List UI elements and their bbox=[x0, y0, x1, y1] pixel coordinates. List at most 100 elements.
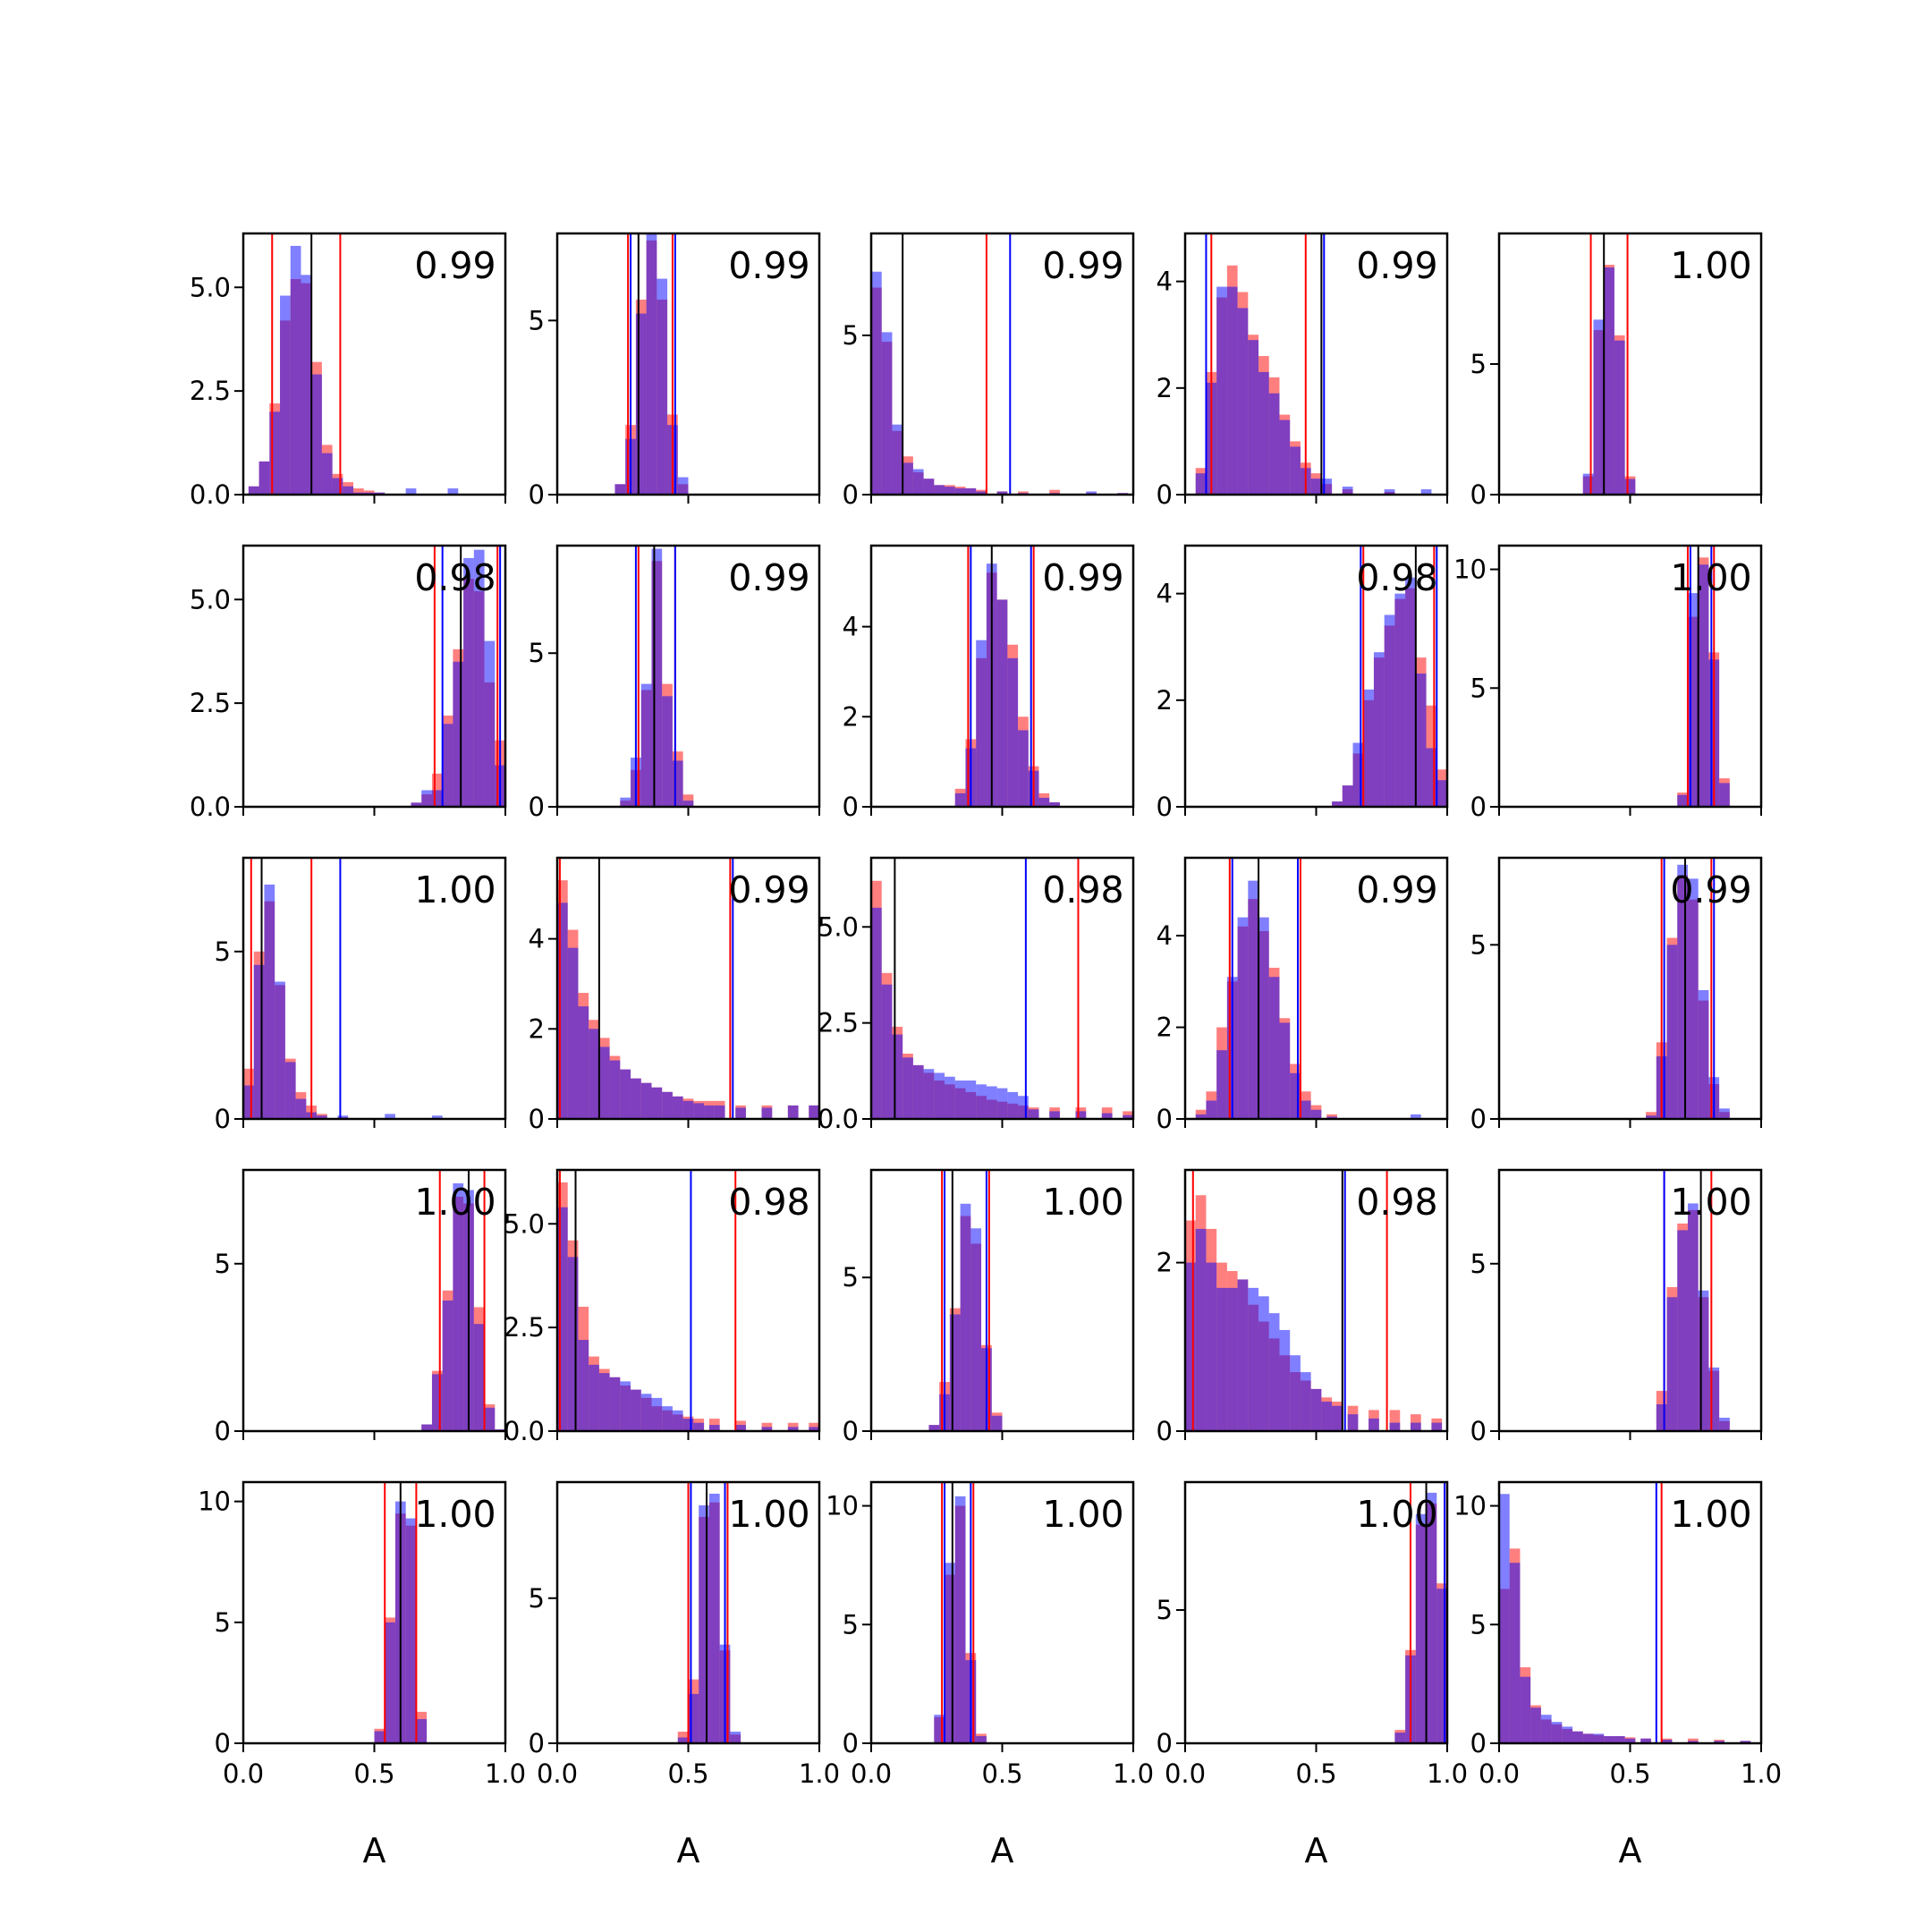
bar-blue-5 bbox=[295, 1098, 307, 1119]
correlation-label: 0.99 bbox=[1042, 556, 1123, 599]
bar-blue-5 bbox=[1248, 340, 1259, 495]
correlation-label: 0.99 bbox=[1356, 869, 1437, 911]
bar-blue-5 bbox=[1248, 880, 1259, 1119]
correlation-label: 0.99 bbox=[1356, 244, 1437, 287]
bar-blue-3 bbox=[1614, 340, 1625, 495]
bar-blue-1 bbox=[688, 1693, 699, 1743]
subplot-r4-c2: 0 5 10 0.0 0.5 1.0 1.00 bbox=[826, 1480, 1154, 1789]
bar-blue-11 bbox=[1310, 1109, 1322, 1119]
bar-red-18 bbox=[809, 1422, 819, 1431]
bar-blue-0 bbox=[871, 271, 882, 495]
bar-blue-13 bbox=[1640, 1738, 1651, 1743]
correlation-label: 0.99 bbox=[728, 869, 809, 911]
bars bbox=[620, 548, 694, 807]
bar-red-16 bbox=[761, 1422, 773, 1431]
bar-blue-5 bbox=[1237, 1279, 1249, 1431]
subplot-r3-c3: 020.98 bbox=[1157, 1168, 1449, 1446]
subplot-r3-c4: 051.00 bbox=[1470, 1168, 1763, 1446]
bar-blue-6 bbox=[620, 1381, 631, 1431]
bar-blue-6 bbox=[1258, 917, 1269, 1119]
x-tick-label: 1.0 bbox=[485, 1758, 526, 1789]
bar-blue-17 bbox=[1740, 1741, 1751, 1743]
subplot-r2-c3: 0 2 4 0.99 bbox=[1157, 856, 1449, 1134]
bar-blue-16 bbox=[735, 1107, 746, 1119]
bar-blue-0 bbox=[248, 486, 259, 495]
bar-blue-8 bbox=[332, 478, 343, 495]
y-tick-label: 0 bbox=[1470, 792, 1487, 822]
bar-blue-4 bbox=[996, 599, 1008, 807]
bar-blue-2 bbox=[1352, 742, 1364, 807]
correlation-label: 0.99 bbox=[728, 556, 809, 599]
bar-blue-2 bbox=[976, 640, 987, 807]
bar-blue-0 bbox=[1195, 1114, 1207, 1119]
bar-blue-9 bbox=[1593, 1733, 1605, 1743]
bar-blue-8 bbox=[337, 1115, 349, 1119]
bar-red-17 bbox=[1389, 1410, 1401, 1431]
bar-blue-6 bbox=[1394, 593, 1406, 807]
y-tick-label: 0.0 bbox=[190, 792, 231, 822]
y-tick-label: 10 bbox=[198, 1487, 231, 1517]
bar-blue-1 bbox=[1195, 1228, 1207, 1431]
bar-blue-2 bbox=[1415, 1513, 1427, 1743]
bar-blue-17 bbox=[787, 1427, 799, 1431]
bar-blue-1 bbox=[945, 1563, 955, 1743]
bar-blue-0 bbox=[243, 1085, 254, 1119]
bar-blue-3 bbox=[453, 1182, 464, 1431]
y-tick-label: 4 bbox=[843, 612, 859, 642]
bar-blue-8 bbox=[1279, 419, 1291, 495]
y-tick-label: 4 bbox=[529, 924, 545, 954]
bar-red-11 bbox=[363, 490, 375, 495]
bars bbox=[1332, 577, 1447, 807]
subplot-r3-c2: 051.00 bbox=[843, 1168, 1135, 1446]
y-tick-label: 0 bbox=[843, 1416, 859, 1446]
correlation-label: 0.99 bbox=[1042, 244, 1123, 287]
bar-blue-14 bbox=[447, 488, 459, 495]
bar-blue-19 bbox=[1431, 1422, 1443, 1431]
bar-blue-1 bbox=[1206, 1100, 1217, 1119]
subplot-r4-c3: 0 5 0.0 0.5 1.0 1.00 bbox=[1157, 1480, 1468, 1789]
bar-blue-10 bbox=[1290, 1355, 1301, 1431]
bar-blue-2 bbox=[1666, 945, 1678, 1119]
subplot-r0-c1: 050.99 bbox=[529, 232, 821, 510]
subplot-r1-c4: 0 5 10 1.00 bbox=[1453, 544, 1763, 822]
bars bbox=[1499, 1494, 1751, 1743]
bar-blue-5 bbox=[1551, 1722, 1563, 1743]
bar-blue-6 bbox=[991, 1415, 1003, 1431]
bar-blue-19 bbox=[1123, 1114, 1133, 1119]
subplot-r1-c1: 050.99 bbox=[529, 544, 821, 822]
bar-blue-1 bbox=[567, 1257, 579, 1431]
bars bbox=[614, 233, 689, 495]
bar-blue-0 bbox=[1646, 1115, 1657, 1119]
y-tick-label: 5 bbox=[529, 638, 545, 668]
bar-blue-0 bbox=[871, 907, 882, 1119]
x-tick-label: 1.0 bbox=[1427, 1758, 1468, 1789]
bar-blue-2 bbox=[1604, 267, 1614, 495]
bar-blue-5 bbox=[1007, 657, 1019, 807]
bar-blue-6 bbox=[677, 477, 689, 495]
subplot-r2-c4: 050.99 bbox=[1470, 856, 1763, 1134]
y-tick-label: 2 bbox=[843, 701, 859, 732]
y-tick-label: 0 bbox=[1157, 1416, 1173, 1446]
bar-blue-14 bbox=[704, 1105, 715, 1119]
bar-blue-9 bbox=[343, 486, 354, 495]
bar-blue-9 bbox=[385, 1114, 395, 1119]
bar-blue-4 bbox=[598, 1046, 610, 1119]
bar-blue-2 bbox=[1216, 286, 1227, 495]
bar-blue-10 bbox=[1300, 1100, 1311, 1119]
bar-blue-2 bbox=[578, 1340, 589, 1431]
bar-blue-9 bbox=[965, 487, 977, 495]
y-tick-label: 0 bbox=[215, 1104, 231, 1134]
y-tick-label: 5.0 bbox=[818, 911, 859, 942]
correlation-label: 1.00 bbox=[1042, 1493, 1123, 1536]
bar-blue-9 bbox=[651, 1087, 663, 1119]
bar-blue-6 bbox=[1719, 1418, 1730, 1431]
bar-blue-7 bbox=[631, 1389, 641, 1431]
y-tick-label: 0 bbox=[215, 1416, 231, 1446]
bar-blue-10 bbox=[976, 1084, 987, 1119]
bar-blue-3 bbox=[1226, 286, 1238, 495]
correlation-label: 1.00 bbox=[414, 869, 496, 911]
bar-red-19 bbox=[1123, 1111, 1133, 1119]
bar-blue-11 bbox=[1300, 1372, 1311, 1431]
subplot-r3-c1: 0.0 2.5 5.0 0.98 bbox=[504, 1168, 821, 1446]
bar-blue-15 bbox=[1028, 1109, 1039, 1119]
